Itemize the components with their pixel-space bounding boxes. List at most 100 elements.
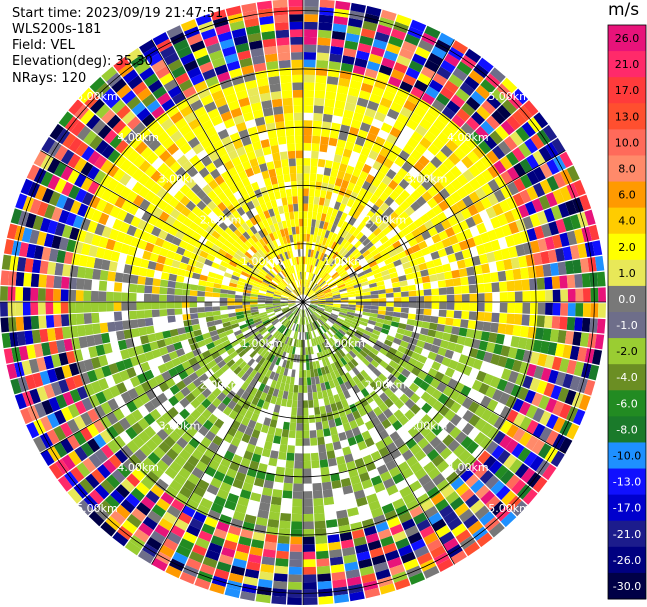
velocity-cell	[352, 184, 362, 195]
velocity-cell	[147, 510, 162, 524]
velocity-cell	[413, 345, 424, 355]
velocity-cell	[534, 327, 544, 340]
velocity-cell	[364, 107, 377, 119]
velocity-cell	[37, 288, 46, 301]
velocity-cell	[239, 323, 248, 330]
velocity-cell	[318, 375, 325, 384]
velocity-cell	[257, 221, 266, 230]
velocity-cell	[448, 73, 464, 88]
velocity-cell	[278, 342, 285, 351]
velocity-cell	[298, 324, 301, 333]
velocity-cell	[255, 593, 271, 604]
velocity-cell	[303, 430, 310, 439]
velocity-cell	[173, 190, 185, 202]
velocity-cell	[16, 256, 27, 272]
velocity-cell	[437, 280, 447, 288]
velocity-cell	[272, 278, 280, 285]
velocity-cell	[245, 384, 254, 394]
velocity-cell	[403, 329, 413, 338]
velocity-cell	[303, 173, 310, 181]
velocity-cell	[429, 436, 442, 449]
velocity-cell	[414, 420, 426, 432]
velocity-cell	[206, 42, 222, 55]
velocity-cell	[399, 47, 414, 60]
velocity-cell	[248, 40, 263, 50]
velocity-cell	[478, 340, 489, 352]
velocity-cell	[394, 195, 405, 206]
velocity-cell	[53, 442, 68, 458]
velocity-cell	[289, 165, 297, 174]
velocity-cell	[221, 396, 232, 406]
velocity-cell	[521, 121, 536, 138]
velocity-cell	[212, 287, 221, 293]
velocity-cell	[398, 149, 410, 162]
velocity-cell	[447, 253, 457, 263]
velocity-cell	[196, 54, 211, 67]
velocity-cell	[413, 545, 430, 559]
velocity-cell	[236, 397, 246, 407]
velocity-cell	[340, 297, 349, 301]
velocity-cell	[94, 448, 109, 464]
velocity-cell	[303, 513, 314, 522]
velocity-cell	[259, 162, 268, 173]
velocity-cell	[343, 278, 352, 284]
velocity-cell	[69, 265, 79, 278]
velocity-cell	[284, 310, 292, 317]
velocity-cell	[154, 262, 164, 272]
velocity-cell	[490, 272, 499, 283]
velocity-cell	[467, 320, 477, 330]
velocity-cell	[214, 225, 225, 235]
velocity-cell	[519, 230, 530, 244]
velocity-cell	[270, 395, 278, 405]
velocity-cell	[303, 445, 311, 454]
velocity-cell	[417, 240, 428, 250]
velocity-cell	[179, 538, 195, 551]
velocity-cell	[156, 459, 169, 473]
velocity-cell	[337, 359, 344, 368]
velocity-cell	[125, 413, 138, 426]
velocity-cell	[264, 343, 272, 351]
velocity-cell	[314, 376, 320, 385]
velocity-cell	[330, 564, 345, 574]
velocity-cell	[381, 343, 391, 352]
velocity-cell	[526, 228, 538, 242]
velocity-cell	[238, 97, 251, 108]
velocity-cell	[395, 479, 409, 491]
velocity-cell	[178, 240, 189, 250]
velocity-cell	[265, 262, 273, 270]
velocity-cell	[282, 421, 290, 431]
velocity-cell	[205, 162, 217, 173]
velocity-cell	[87, 438, 101, 453]
velocity-cell	[249, 225, 258, 235]
velocity-cell	[305, 354, 310, 363]
velocity-cell	[326, 330, 334, 338]
velocity-cell	[375, 171, 386, 182]
velocity-cell	[409, 259, 419, 267]
velocity-cell	[408, 60, 424, 73]
velocity-cell	[374, 111, 387, 123]
velocity-cell	[58, 237, 69, 251]
velocity-cell	[409, 505, 424, 518]
velocity-cell	[341, 221, 349, 230]
velocity-cell	[299, 332, 302, 340]
velocity-cell	[164, 257, 174, 267]
velocity-cell	[323, 289, 332, 294]
velocity-cell	[344, 102, 356, 112]
velocity-cell	[152, 32, 169, 46]
velocity-cell	[463, 454, 477, 469]
velocity-cell	[201, 350, 211, 359]
velocity-cell	[191, 467, 204, 479]
velocity-cell	[137, 239, 148, 250]
velocity-cell	[231, 173, 242, 184]
velocity-cell	[494, 464, 509, 480]
velocity-cell	[401, 296, 410, 302]
velocity-cell	[344, 318, 353, 324]
velocity-cell	[387, 330, 397, 338]
velocity-cell	[236, 284, 245, 290]
velocity-cell	[359, 122, 371, 133]
velocity-cell	[97, 378, 109, 391]
velocity-cell	[389, 564, 406, 576]
velocity-cell	[279, 151, 288, 160]
velocity-cell	[278, 182, 286, 191]
velocity-cell	[126, 513, 142, 529]
